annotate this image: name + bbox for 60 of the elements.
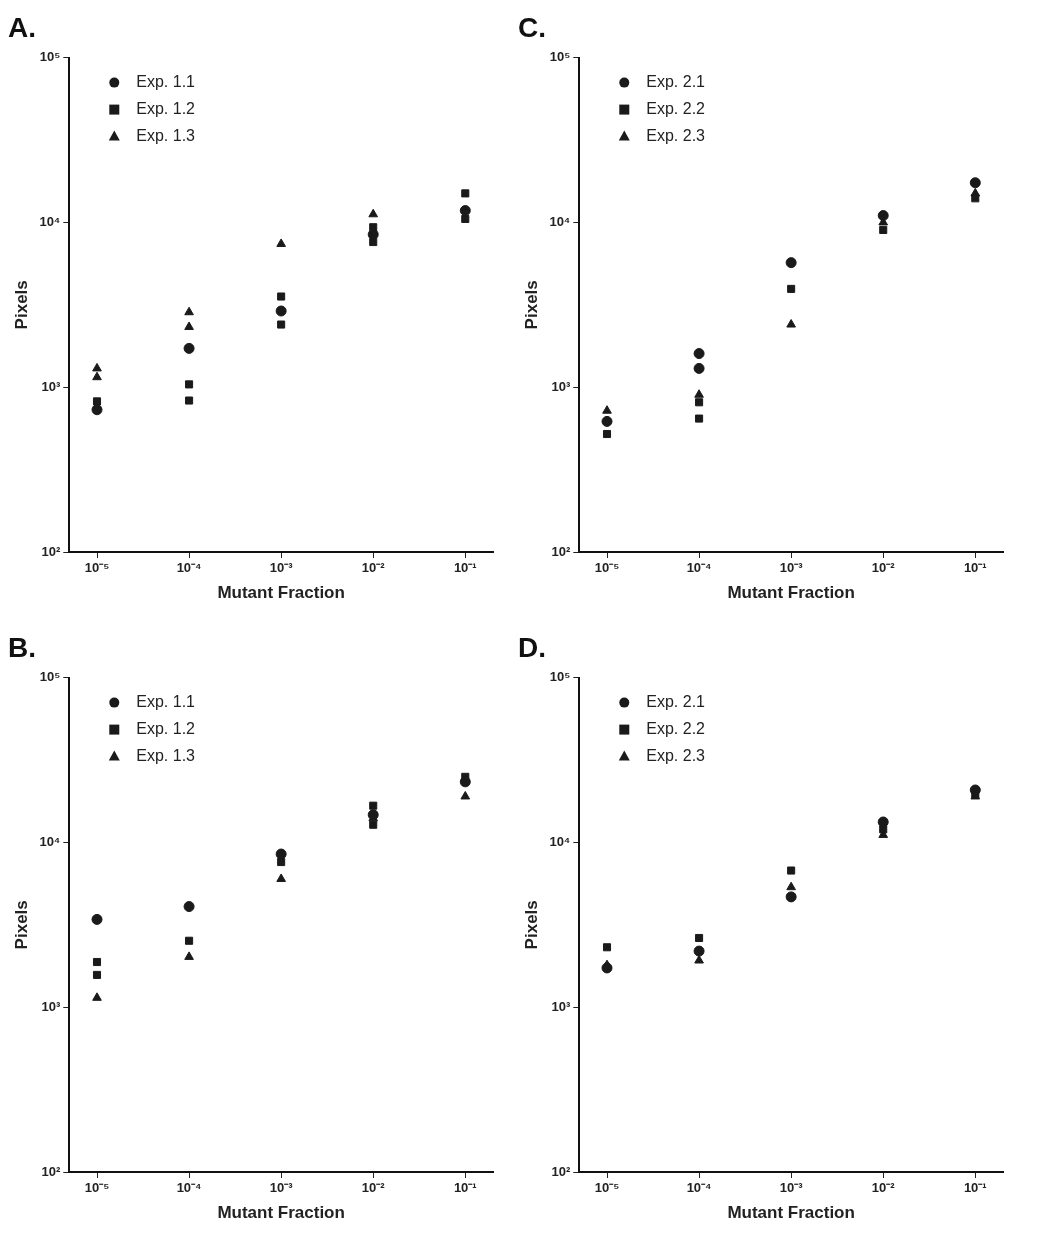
legend-label: Exp. 1.2 bbox=[136, 100, 196, 118]
x-axis-title: Mutant Fraction bbox=[727, 1203, 855, 1223]
x-tick-label: 10⁻³ bbox=[269, 560, 294, 576]
legend-label: Exp. 2.2 bbox=[646, 100, 706, 118]
chart-title: C. bbox=[518, 11, 546, 43]
x-tick-label: 10⁻⁴ bbox=[176, 1180, 202, 1196]
x-tick-label: 10⁻⁵ bbox=[84, 560, 110, 576]
legend-label: Exp. 1.1 bbox=[136, 693, 196, 711]
x-tick-label: 10⁻¹ bbox=[453, 1180, 477, 1196]
x-tick-label: 10⁻² bbox=[871, 1180, 896, 1196]
y-tick-label: 10² bbox=[551, 1163, 571, 1179]
legend-label: Exp. 2.1 bbox=[646, 73, 706, 91]
chart-title: D. bbox=[518, 631, 546, 663]
x-axis-title: Mutant Fraction bbox=[727, 583, 855, 603]
x-tick-label: 10⁻⁴ bbox=[176, 560, 202, 576]
y-tick-label: 10³ bbox=[41, 998, 61, 1014]
y-tick-label: 10⁴ bbox=[549, 833, 571, 849]
x-tick-label: 10⁻⁵ bbox=[594, 560, 620, 576]
y-tick-label: 10⁴ bbox=[39, 213, 61, 229]
x-tick-label: 10⁻³ bbox=[779, 560, 804, 576]
x-tick-label: 10⁻⁵ bbox=[594, 1180, 620, 1196]
y-tick-label: 10³ bbox=[551, 998, 571, 1014]
legend-label: Exp. 1.2 bbox=[136, 720, 196, 738]
x-axis-title: Mutant Fraction bbox=[217, 1203, 345, 1223]
legend-label: Exp. 2.3 bbox=[646, 127, 706, 145]
x-tick-label: 10⁻² bbox=[361, 1180, 386, 1196]
legend-label: Exp. 2.3 bbox=[646, 747, 706, 765]
y-tick-label: 10² bbox=[41, 543, 61, 559]
y-tick-label: 10⁵ bbox=[39, 49, 61, 65]
legend-label: Exp. 1.1 bbox=[136, 73, 196, 91]
y-tick-label: 10² bbox=[551, 543, 571, 559]
y-tick-label: 10⁴ bbox=[39, 833, 61, 849]
x-tick-label: 10⁻³ bbox=[779, 1180, 804, 1196]
y-axis-title: Pixels bbox=[521, 280, 541, 330]
y-axis-title: Pixels bbox=[521, 900, 541, 950]
y-tick-label: 10⁵ bbox=[39, 669, 61, 685]
y-tick-label: 10⁴ bbox=[549, 213, 571, 229]
x-tick-label: 10⁻¹ bbox=[963, 560, 987, 576]
y-tick-label: 10³ bbox=[41, 378, 61, 394]
legend-label: Exp. 2.2 bbox=[646, 720, 706, 738]
chart-title: B. bbox=[8, 631, 36, 663]
x-tick-label: 10⁻⁴ bbox=[686, 560, 712, 576]
chart-title: A. bbox=[8, 11, 36, 43]
legend-label: Exp. 1.3 bbox=[136, 747, 196, 765]
x-tick-label: 10⁻¹ bbox=[963, 1180, 987, 1196]
y-tick-label: 10⁵ bbox=[549, 669, 571, 685]
y-axis-title: Pixels bbox=[11, 280, 31, 330]
legend-label: Exp. 1.3 bbox=[136, 127, 196, 145]
x-tick-label: 10⁻¹ bbox=[453, 560, 477, 576]
x-tick-label: 10⁻³ bbox=[269, 1180, 294, 1196]
x-tick-label: 10⁻² bbox=[871, 560, 896, 576]
y-axis-title: Pixels bbox=[11, 900, 31, 950]
x-tick-label: 10⁻² bbox=[361, 560, 386, 576]
y-tick-label: 10⁵ bbox=[549, 49, 571, 65]
x-tick-label: 10⁻⁴ bbox=[686, 1180, 712, 1196]
x-tick-label: 10⁻⁵ bbox=[84, 1180, 110, 1196]
y-tick-label: 10² bbox=[41, 1163, 61, 1179]
x-axis-title: Mutant Fraction bbox=[217, 583, 345, 603]
y-tick-label: 10³ bbox=[551, 378, 571, 394]
legend-label: Exp. 2.1 bbox=[646, 693, 706, 711]
